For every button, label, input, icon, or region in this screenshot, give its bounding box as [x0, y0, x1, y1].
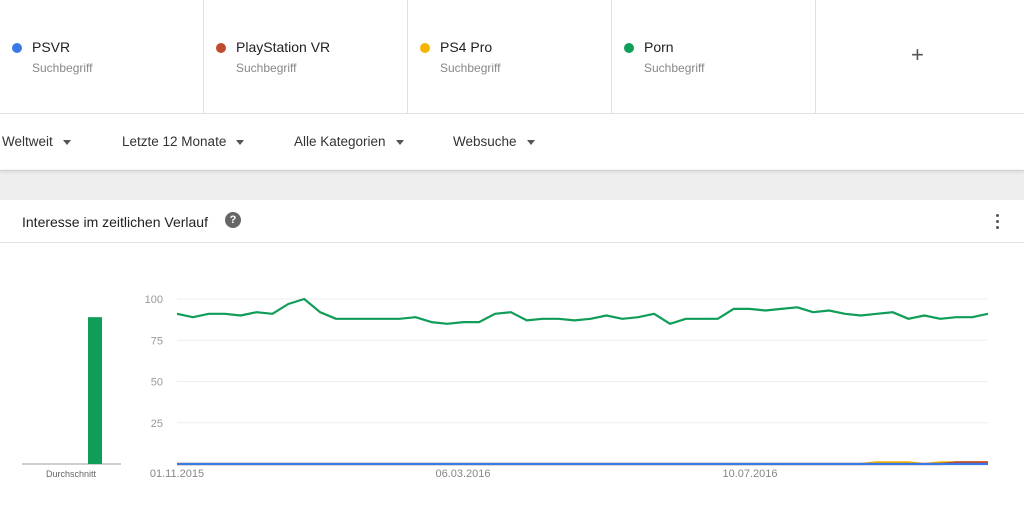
term-playstation-vr[interactable]: PlayStation VR Suchbegriff [204, 0, 408, 113]
add-term-button[interactable]: + [816, 0, 1024, 113]
card-header: Interesse im zeitlichen Verlauf ? [0, 200, 1024, 243]
caret-down-icon [395, 139, 404, 145]
term-type: Suchbegriff [236, 61, 297, 75]
search-terms-row: PSVR Suchbegriff PlayStation VR Suchbegr… [0, 0, 1024, 114]
card-title: Interesse im zeitlichen Verlauf [22, 214, 208, 230]
average-bar[interactable] [88, 317, 102, 464]
filter-bar: Weltweit Letzte 12 Monate Alle Kategorie… [0, 114, 1024, 170]
line-chart: 100 75 50 25 Durchschnitt 01.11.2015 06.03.2… [22, 294, 989, 480]
color-dot-icon [420, 43, 430, 53]
y-tick-label: 75 [151, 335, 163, 347]
search-type-label: Websuche [453, 134, 517, 149]
x-tick-label: 06.03.2016 [435, 468, 490, 480]
term-type: Suchbegriff [440, 61, 501, 75]
color-dot-icon [12, 43, 22, 53]
y-tick-label: 50 [151, 377, 163, 389]
y-tick-label: 100 [145, 294, 163, 306]
search-type-dropdown[interactable]: Websuche [453, 134, 535, 149]
caret-down-icon [526, 139, 535, 145]
more-options-icon[interactable] [990, 212, 1006, 232]
term-name: Porn [644, 39, 674, 55]
caret-down-icon [62, 139, 71, 145]
caret-down-icon [236, 139, 245, 145]
comparison-panel: PSVR Suchbegriff PlayStation VR Suchbegr… [0, 0, 1024, 171]
term-name: PS4 Pro [440, 39, 493, 55]
color-dot-icon [624, 43, 634, 53]
term-porn[interactable]: Porn Suchbegriff [612, 0, 816, 113]
color-dot-icon [216, 43, 226, 53]
average-label: Durchschnitt [46, 469, 97, 479]
term-type: Suchbegriff [644, 61, 705, 75]
category-label: Alle Kategorien [294, 134, 386, 149]
category-dropdown[interactable]: Alle Kategorien [294, 134, 404, 149]
y-tick-label: 25 [151, 418, 163, 430]
plus-icon: + [911, 42, 924, 67]
term-psvr[interactable]: PSVR Suchbegriff [0, 0, 204, 113]
help-icon[interactable]: ? [225, 212, 241, 228]
interest-over-time-card: Interesse im zeitlichen Verlauf ? 100 75 5… [0, 200, 1024, 528]
time-range-dropdown[interactable]: Letzte 12 Monate [122, 134, 245, 149]
panel-divider [0, 170, 1024, 171]
series-line-porn[interactable] [176, 297, 989, 325]
x-tick-label: 01.11.2015 [150, 468, 204, 480]
term-type: Suchbegriff [32, 61, 93, 75]
region-label: Weltweit [2, 134, 53, 149]
x-tick-label: 10.07.2016 [722, 468, 777, 480]
region-dropdown[interactable]: Weltweit [2, 134, 71, 149]
term-name: PSVR [32, 39, 71, 55]
term-name: PlayStation VR [236, 39, 331, 55]
term-ps4-pro[interactable]: PS4 Pro Suchbegriff [408, 0, 612, 113]
time-range-label: Letzte 12 Monate [122, 134, 227, 149]
